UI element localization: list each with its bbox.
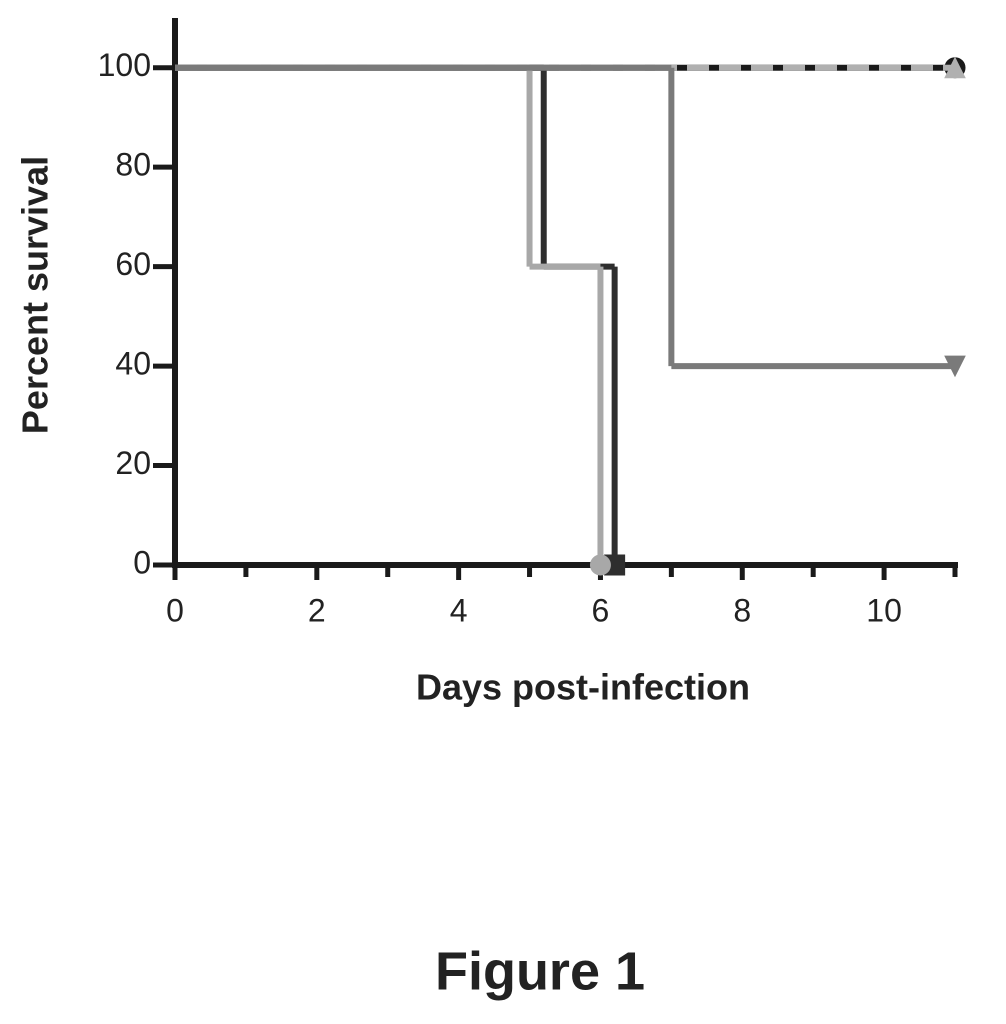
figure-caption: Figure 1 (435, 941, 645, 1001)
y-axis-title: Percent survival (15, 156, 56, 434)
y-tick-label: 100 (98, 47, 151, 83)
chart: Days post-infection Percent survival Fig… (0, 0, 1006, 1024)
y-tick-label: 20 (115, 445, 151, 481)
y-tick-label: 40 (115, 346, 151, 382)
x-tick-label: 6 (592, 592, 610, 628)
x-tick-label: 0 (166, 592, 184, 628)
y-tick-label: 0 (133, 544, 151, 580)
x-axis-title: Days post-infection (416, 667, 750, 708)
x-tick-label: 8 (733, 592, 751, 628)
y-tick-label: 60 (115, 246, 151, 282)
x-tick-label: 4 (450, 592, 468, 628)
x-tick-label: 2 (308, 592, 326, 628)
y-tick-label: 80 (115, 147, 151, 183)
x-tick-label: 10 (866, 592, 902, 628)
marker (590, 555, 610, 575)
